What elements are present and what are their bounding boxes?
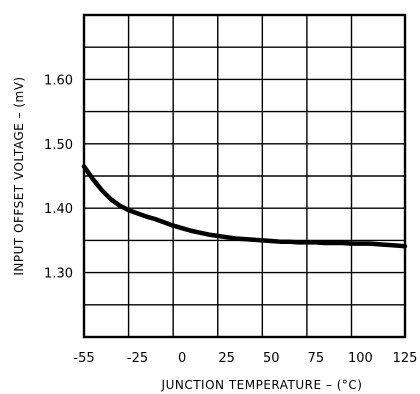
y-tick-label: 1.50 (44, 138, 73, 153)
x-tick-label: -55 (73, 351, 94, 366)
horizontal-grid-lines (84, 14, 405, 338)
x-tick-label: 0 (178, 351, 186, 366)
y-tick-label: 1.40 (44, 202, 73, 217)
y-tick-label: 1.30 (44, 267, 73, 282)
plot-frame (82, 13, 407, 339)
x-axis-label: JUNCTION TEMPERATURE – (°C) (161, 378, 363, 392)
y-tick-label: 1.60 (44, 73, 73, 88)
x-tick-labels: -55 -25 0 25 50 75 100 125 (73, 351, 417, 366)
series-line (81, 164, 408, 249)
x-tick-label: 125 (393, 351, 418, 366)
x-tick-label: 50 (263, 351, 280, 366)
x-tick-label: 100 (348, 351, 373, 366)
x-tick-label: 75 (308, 351, 325, 366)
y-tick-labels: 1.30 1.40 1.50 1.60 (44, 73, 73, 281)
x-tick-label: 25 (218, 351, 235, 366)
y-axis-label: INPUT OFFSET VOLTAGE – (mV) (12, 76, 26, 275)
x-tick-label: -25 (127, 351, 148, 366)
